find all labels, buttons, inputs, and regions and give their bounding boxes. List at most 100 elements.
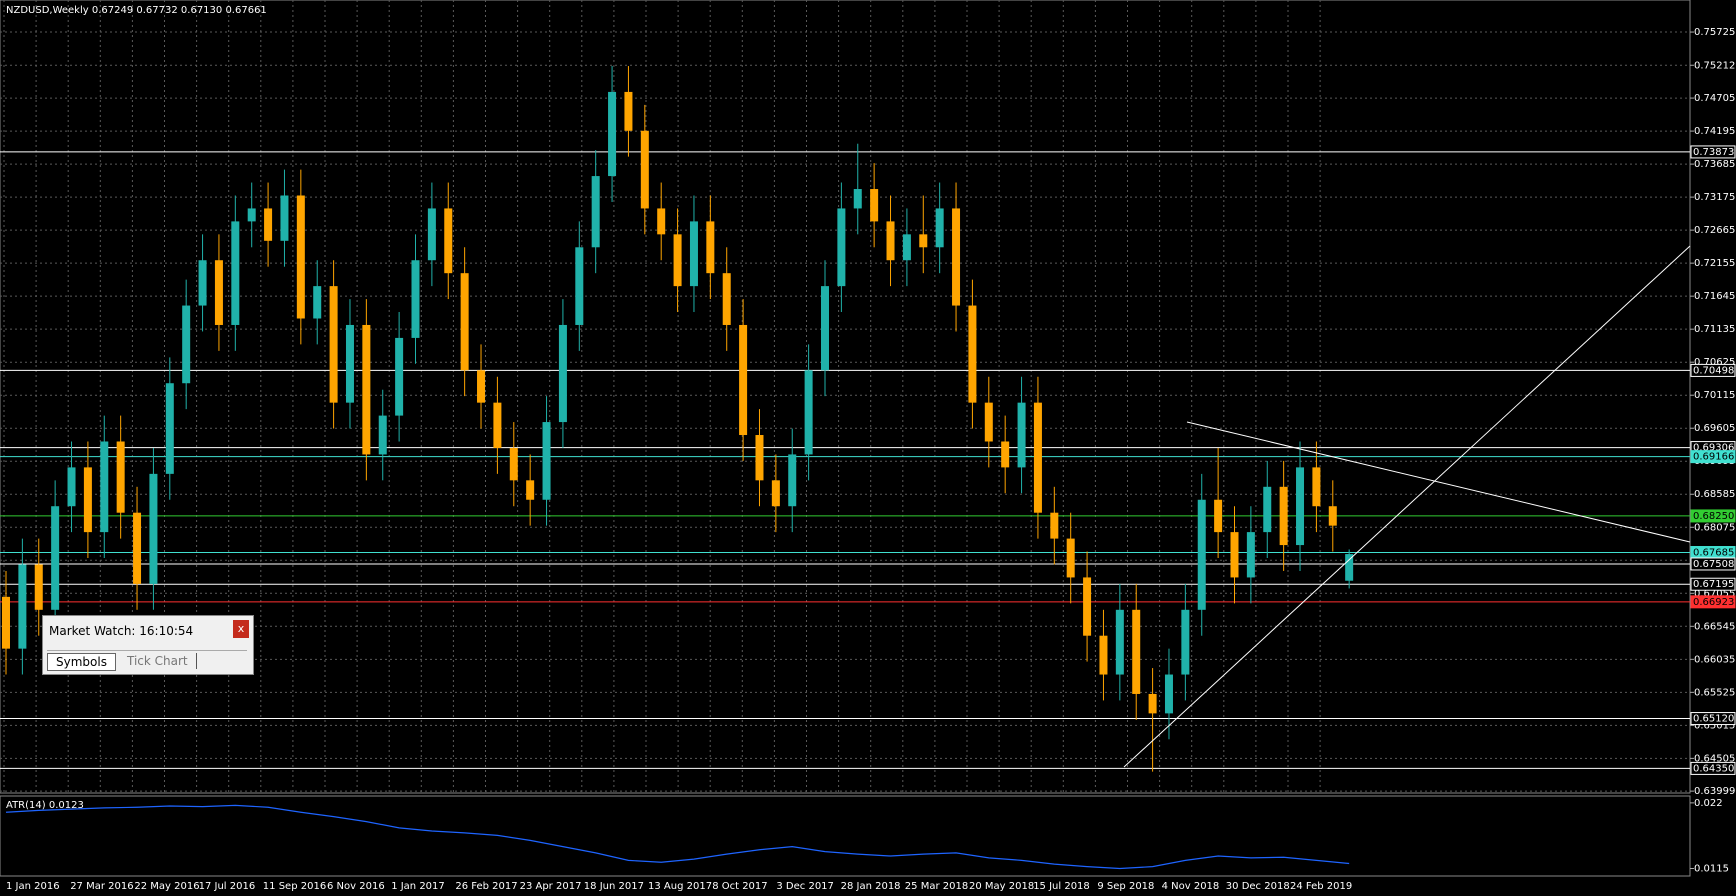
x-tick-label: 27 Mar 2016 xyxy=(70,881,133,892)
y-tick-label: 0.72665 xyxy=(1694,225,1735,236)
level-label: 0.67508 xyxy=(1693,559,1734,570)
level-label-box xyxy=(1690,595,1736,609)
level-label: 0.69306 xyxy=(1693,443,1734,454)
candle-body xyxy=(526,480,535,500)
atr-line xyxy=(5,804,1350,870)
candle-body xyxy=(1345,554,1354,581)
y-tick-label: 0.74195 xyxy=(1694,126,1735,137)
x-tick-label: 25 Mar 2018 xyxy=(905,881,968,892)
candle-body xyxy=(771,480,780,507)
y-tick-label: 0.66545 xyxy=(1694,621,1735,632)
main-frame xyxy=(0,0,1691,794)
candle-body xyxy=(1164,674,1173,714)
y-tick-label: 0.68075 xyxy=(1694,522,1735,533)
tabs: Symbols Tick Chart xyxy=(47,650,247,671)
y-tick-label: 0.71645 xyxy=(1694,291,1735,302)
y-tick-label: 0.65015 xyxy=(1694,720,1735,731)
chart-title: NZDUSD,Weekly 0.67249 0.67732 0.67130 0.… xyxy=(6,5,267,16)
candle-body xyxy=(952,208,961,306)
y-tick-label: 0.75212 xyxy=(1694,60,1735,71)
candle-body xyxy=(788,454,797,507)
x-tick-label: 26 Feb 2017 xyxy=(455,881,517,892)
candle-body xyxy=(247,208,256,222)
candle-body xyxy=(296,195,305,319)
candle-body xyxy=(1001,441,1010,468)
y-tick-label: 0.73175 xyxy=(1694,192,1735,203)
level-label-box xyxy=(1690,145,1736,159)
x-tick-label: 6 Nov 2016 xyxy=(327,881,385,892)
candle-body xyxy=(214,260,223,325)
candle-body xyxy=(608,91,617,177)
candle-body xyxy=(984,402,993,442)
candle-body xyxy=(198,260,207,306)
candle-body xyxy=(378,415,387,455)
y-tick-label: 0.70115 xyxy=(1694,390,1735,401)
candle-body xyxy=(329,286,338,403)
level-label-box xyxy=(1690,557,1736,571)
candle-body xyxy=(280,195,289,241)
y-tick-label: 0.73685 xyxy=(1694,159,1735,170)
level-label: 0.68250 xyxy=(1693,511,1734,522)
widget-title: Market Watch: 16:10:54 xyxy=(49,624,194,638)
level-label-box xyxy=(1690,577,1736,591)
x-tick-label: 13 Aug 2017 xyxy=(648,881,712,892)
y-tick-label: 0.63999 xyxy=(1694,786,1735,797)
candle-body xyxy=(624,91,633,131)
x-tick-label: 17 Jul 2016 xyxy=(199,881,256,892)
candle-body xyxy=(1148,693,1157,714)
candle-body xyxy=(689,221,698,287)
candle-body xyxy=(755,435,764,481)
x-tick-label: 15 Jul 2018 xyxy=(1033,881,1090,892)
level-label: 0.65120 xyxy=(1693,714,1734,725)
candle-body xyxy=(83,467,92,533)
x-tick-label: 20 May 2018 xyxy=(969,881,1034,892)
level-label-box xyxy=(1690,761,1736,775)
tab[interactable]: Tick Chart xyxy=(119,653,197,669)
x-tick-label: 22 May 2016 xyxy=(134,881,199,892)
candle-body xyxy=(1083,577,1092,636)
x-tick-label: 24 Feb 2019 xyxy=(1290,881,1352,892)
y-tick-label: 0.74705 xyxy=(1694,93,1735,104)
candle-body xyxy=(182,305,191,384)
level-label-box xyxy=(1690,509,1736,523)
tab[interactable]: Symbols xyxy=(47,653,116,671)
level-label: 0.64350 xyxy=(1693,763,1734,774)
candle-body xyxy=(853,189,862,209)
candle-body xyxy=(427,208,436,261)
candle-body xyxy=(1115,609,1124,675)
candle-body xyxy=(1296,467,1305,546)
x-tick-label: 4 Nov 2018 xyxy=(1162,881,1220,892)
candle-body xyxy=(591,176,600,248)
y-tick-label: 0.71135 xyxy=(1694,324,1735,335)
y-tick-label: 0.68585 xyxy=(1694,489,1735,500)
level-label: 0.66923 xyxy=(1693,597,1734,608)
candle-body xyxy=(1263,486,1272,533)
candle-body xyxy=(67,467,76,507)
level-label: 0.67685 xyxy=(1693,548,1734,559)
candle-body xyxy=(116,441,125,513)
candle-body xyxy=(870,189,879,222)
candle-body xyxy=(477,370,486,403)
candle-body xyxy=(1214,499,1223,533)
candle-body xyxy=(411,260,420,338)
x-tick-label: 1 Jan 2016 xyxy=(6,881,60,892)
level-label: 0.73873 xyxy=(1693,147,1734,158)
x-tick-label: 28 Jan 2018 xyxy=(841,881,901,892)
x-tick-label: 3 Dec 2017 xyxy=(776,881,834,892)
x-tick-label: 9 Sep 2018 xyxy=(1097,881,1154,892)
candle-body xyxy=(673,234,682,287)
candle-body xyxy=(2,596,10,649)
candle-body xyxy=(133,512,142,584)
y-tick-label: 0.67055 xyxy=(1694,588,1735,599)
candle-body xyxy=(1312,467,1321,507)
candle-body xyxy=(1181,609,1190,675)
y-tick-label: 0.66035 xyxy=(1694,654,1735,665)
candle-body xyxy=(34,564,43,610)
x-tick-label: 8 Oct 2017 xyxy=(712,881,767,892)
candle-body xyxy=(935,208,944,248)
close-button[interactable]: x xyxy=(233,620,249,638)
market-watch[interactable]: Market Watch: 16:10:54 x Symbols Tick Ch… xyxy=(42,615,254,675)
candle-body xyxy=(558,324,567,423)
candle-body xyxy=(18,564,27,649)
